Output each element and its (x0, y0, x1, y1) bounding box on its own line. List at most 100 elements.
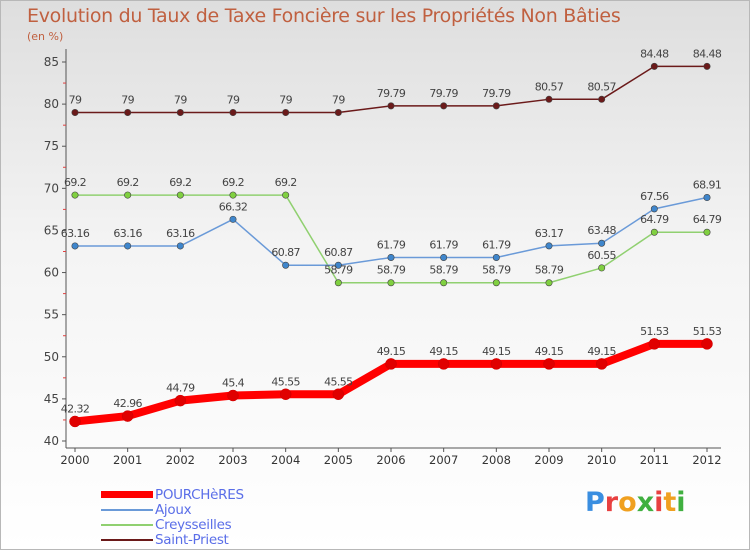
data-point (648, 338, 661, 350)
data-label: 63.17 (535, 227, 564, 240)
legend-swatch (101, 524, 153, 526)
x-tick-label: 2008 (482, 453, 511, 467)
data-label: 69.2 (275, 176, 297, 189)
y-tick-label: 50 (44, 350, 59, 364)
data-label: 58.79 (377, 264, 406, 277)
data-label: 58.79 (482, 264, 511, 277)
x-tick-label: 2000 (60, 453, 89, 467)
legend-swatch (101, 509, 153, 511)
legend-item-creysseilles: Creysseilles (101, 517, 341, 533)
y-axis-unit-label: (en %) (27, 30, 64, 43)
data-label: 45.55 (271, 375, 300, 388)
data-point (176, 191, 184, 199)
data-label: 63.16 (166, 227, 195, 240)
logo-letter: r (604, 487, 619, 518)
x-tick-label: 2010 (587, 453, 616, 467)
legend-swatch (101, 539, 153, 541)
data-label: 79.79 (429, 87, 458, 100)
logo-letter: i (654, 487, 664, 518)
data-label: 49.15 (587, 345, 616, 358)
data-point (650, 62, 658, 70)
data-point (124, 242, 132, 250)
data-point (71, 191, 79, 199)
data-label: 49.15 (377, 345, 406, 358)
y-tick-label: 55 (44, 308, 59, 322)
data-label: 69.2 (222, 176, 244, 189)
data-point (334, 279, 342, 287)
data-point (650, 228, 658, 236)
data-label: 44.79 (166, 382, 195, 395)
data-point (121, 410, 134, 422)
data-label: 84.48 (693, 47, 722, 60)
y-tick-label: 40 (44, 434, 59, 448)
data-point (71, 242, 79, 250)
data-point (176, 109, 184, 117)
data-label: 58.79 (324, 264, 353, 277)
logo-letter: o (618, 487, 637, 518)
logo-letter: P (585, 487, 605, 518)
data-label: 80.57 (535, 80, 564, 93)
data-label: 51.53 (640, 325, 669, 338)
data-label: 66.32 (219, 200, 248, 213)
data-label: 64.79 (693, 213, 722, 226)
data-point (387, 102, 395, 110)
data-point (440, 253, 448, 261)
data-label: 79 (227, 94, 240, 107)
data-point (176, 242, 184, 250)
legend-label: Saint-Priest (155, 532, 229, 548)
y-tick-label: 65 (44, 223, 59, 237)
data-point (334, 261, 342, 269)
x-tick-label: 2007 (429, 453, 458, 467)
data-label: 79 (174, 94, 187, 107)
x-tick-label: 2005 (324, 453, 353, 467)
data-label: 69.2 (117, 176, 139, 189)
data-label: 79.79 (377, 87, 406, 100)
data-point (124, 191, 132, 199)
data-label: 51.53 (693, 325, 722, 338)
data-point (229, 191, 237, 199)
data-label: 42.32 (61, 402, 90, 415)
data-point (598, 95, 606, 103)
data-label: 42.96 (113, 397, 142, 410)
data-label: 61.79 (377, 238, 406, 251)
data-point (492, 102, 500, 110)
data-label: 45.55 (324, 375, 353, 388)
x-tick-label: 2011 (640, 453, 669, 467)
data-label: 60.87 (271, 246, 300, 259)
data-point (598, 264, 606, 272)
data-point (385, 358, 397, 370)
data-label: 60.87 (324, 246, 353, 259)
data-label: 49.15 (482, 345, 511, 358)
data-point (282, 191, 290, 199)
y-tick-label: 45 (44, 392, 59, 406)
data-label: 58.79 (429, 264, 458, 277)
proxiti-logo: Proxiti (585, 487, 686, 518)
data-point (227, 389, 239, 402)
data-label: 63.16 (113, 227, 142, 240)
data-point (703, 228, 711, 236)
legend-swatch (101, 491, 153, 498)
legend-item-pourcheres: POURCHèRES (101, 487, 341, 503)
data-label: 79 (332, 94, 345, 107)
data-point (440, 279, 448, 287)
data-point (174, 394, 187, 407)
data-point (650, 205, 658, 213)
data-point (440, 102, 448, 110)
data-point (545, 279, 553, 287)
x-tick-label: 2001 (113, 453, 142, 467)
x-tick-label: 2012 (692, 453, 721, 467)
data-label: 68.91 (693, 179, 722, 192)
logo-letter: i (676, 487, 686, 518)
data-point (282, 109, 290, 117)
data-point (124, 109, 132, 117)
data-label: 79 (279, 94, 292, 107)
data-label: 49.15 (535, 345, 564, 358)
data-label: 61.79 (482, 238, 511, 251)
x-tick-label: 2003 (218, 453, 247, 467)
y-tick-label: 70 (44, 181, 59, 195)
data-label: 67.56 (640, 190, 669, 203)
logo-letter: x (636, 487, 655, 518)
data-point (598, 239, 606, 247)
y-tick-label: 75 (44, 139, 59, 153)
data-label: 60.55 (587, 249, 616, 262)
